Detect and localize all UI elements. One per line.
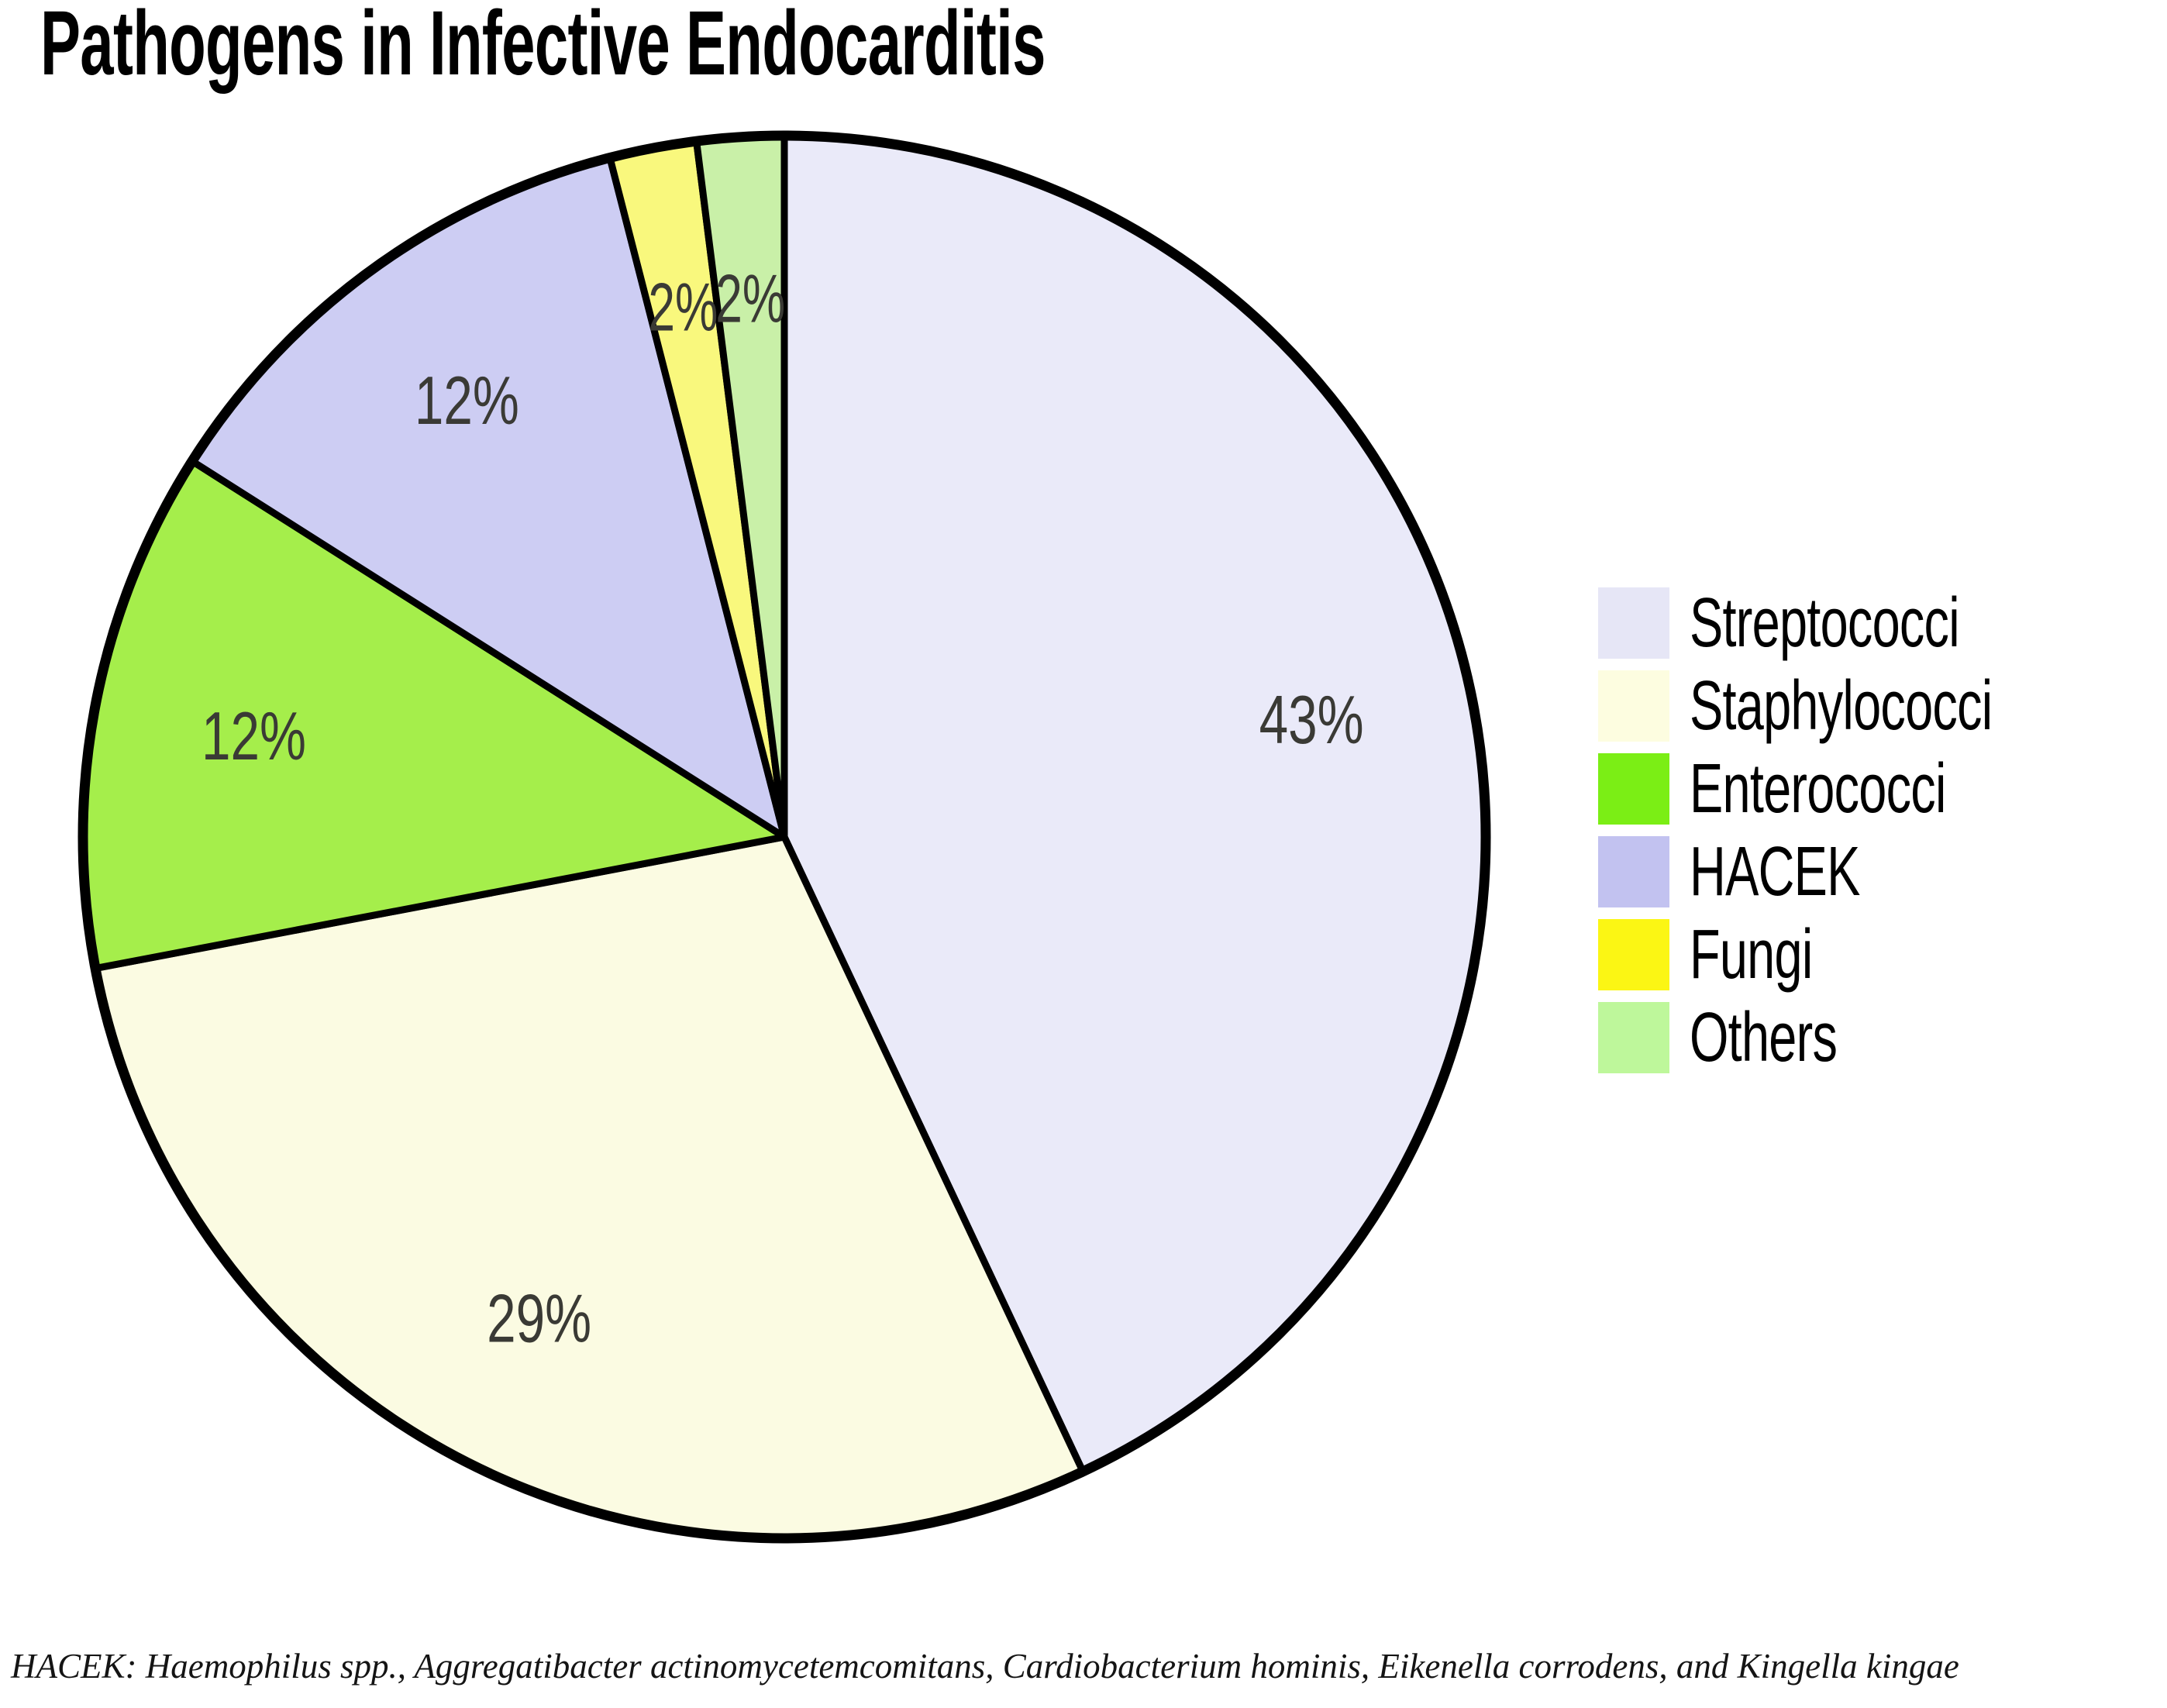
legend-swatch-others	[1598, 1002, 1669, 1073]
legend-swatch-enterococci	[1598, 753, 1669, 825]
legend-swatch-hacek	[1598, 836, 1669, 907]
legend-label: HACEK	[1690, 833, 1860, 911]
legend-label: Others	[1690, 999, 1838, 1076]
footnote-hacek-definition: HACEK: Haemophilus spp., Aggregatibacter…	[11, 1647, 1959, 1686]
pie-slice-label-fungi: 2%	[648, 268, 718, 345]
legend-item-streptococci: Streptococci	[1598, 587, 2110, 659]
legend-item-staphylococci: Staphylococci	[1598, 670, 2110, 742]
pie-outline-ring	[78, 130, 1491, 1544]
pie-slice-label-enterococci: 12%	[202, 697, 306, 774]
pie-slice-label-streptococci: 43%	[1259, 681, 1364, 758]
pie-slice-label-staphylococci: 29%	[487, 1280, 591, 1357]
legend-swatch-fungi	[1598, 919, 1669, 990]
legend: Streptococci Staphylococci Enterococci H…	[1598, 587, 2110, 1073]
pie-slice-label-hacek: 12%	[415, 362, 519, 439]
legend-swatch-streptococci	[1598, 587, 1669, 659]
legend-item-fungi: Fungi	[1598, 919, 2110, 990]
legend-label: Streptococci	[1690, 584, 1960, 662]
legend-item-others: Others	[1598, 1002, 2110, 1073]
legend-label: Enterococci	[1690, 750, 1946, 828]
chart-title: Pathogens in Infective Endocarditis	[40, 0, 1046, 95]
legend-swatch-staphylococci	[1598, 670, 1669, 742]
legend-label: Staphylococci	[1690, 667, 1993, 745]
pie-slice-label-others: 2%	[715, 260, 785, 336]
legend-item-hacek: HACEK	[1598, 836, 2110, 907]
legend-item-enterococci: Enterococci	[1598, 753, 2110, 825]
legend-label: Fungi	[1690, 916, 1813, 993]
